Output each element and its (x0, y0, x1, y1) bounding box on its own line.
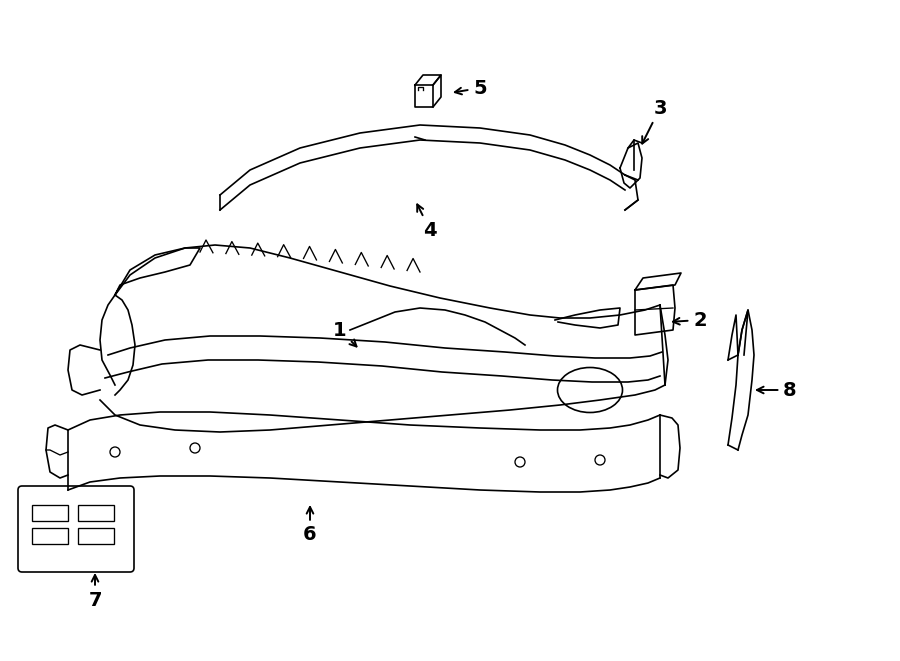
Bar (32, 528, 68, 544)
Text: 7: 7 (88, 575, 102, 609)
Text: 4: 4 (418, 204, 436, 239)
Text: 1: 1 (333, 321, 356, 346)
Text: 6: 6 (303, 507, 317, 545)
Text: 5: 5 (454, 79, 487, 98)
Bar (78, 528, 114, 544)
Text: 3: 3 (643, 98, 667, 143)
Text: 8: 8 (757, 381, 796, 399)
Bar (78, 505, 114, 521)
Bar (32, 505, 68, 521)
Text: 2: 2 (673, 311, 707, 329)
